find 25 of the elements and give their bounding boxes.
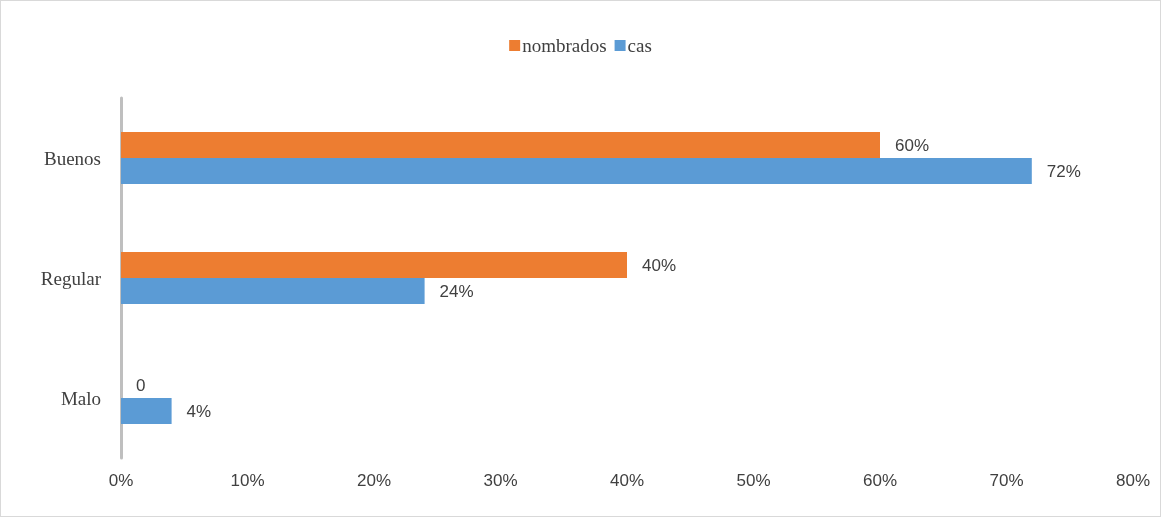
x-tick-label: 50% [736,471,771,490]
y-tick-label: Buenos [44,147,101,169]
data-label: 40% [642,255,677,275]
legend-label: cas [627,35,652,56]
x-tick-label: 10% [230,471,265,490]
x-tick-label: 0% [108,471,134,490]
y-tick-label: Regular [40,267,102,289]
data-label: 4% [186,401,212,421]
x-tick-label: 20% [356,471,392,490]
y-tick-label: Malo [60,387,101,409]
x-tick-label: 80% [1115,471,1151,490]
x-tick-label: 60% [862,471,898,490]
data-label: 0 [136,375,146,395]
x-tick-label: 30% [483,471,518,490]
x-tick-label: 40% [609,471,645,490]
bar [121,132,880,158]
bar [121,252,627,278]
bar [121,398,172,424]
data-label: 72% [1046,161,1081,181]
x-tick-label: 70% [989,471,1024,490]
data-label: 24% [439,281,474,301]
bar [121,158,1032,184]
bar [121,278,425,304]
data-label: 60% [895,135,930,155]
legend-label: nombrados [522,35,607,56]
